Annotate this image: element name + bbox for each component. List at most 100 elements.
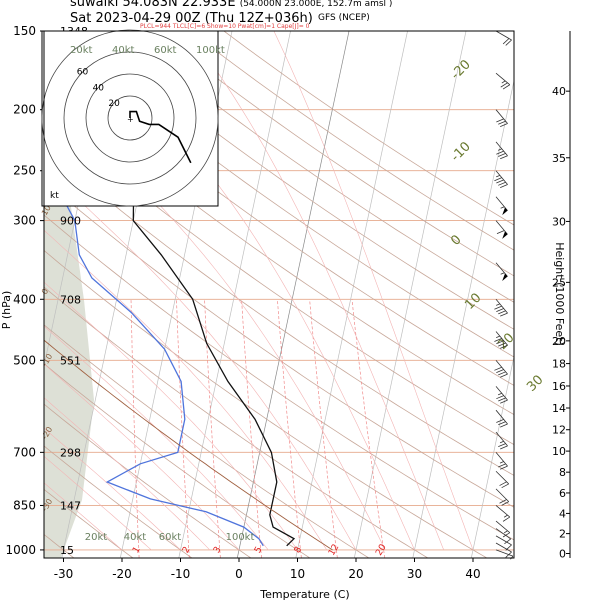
isotherm-line (353, 31, 467, 558)
wind-barb-half (499, 440, 504, 444)
moist-adiabat (44, 167, 357, 551)
wind-barb-feather (496, 340, 504, 345)
dry-adiabat (44, 146, 514, 476)
wind-barb-feather (498, 463, 506, 468)
height-tick-label: 12 (552, 424, 566, 437)
height-label: 15 (60, 544, 74, 557)
isotherm-line (470, 354, 514, 558)
wind-barb-feather (499, 499, 507, 504)
wind-barb-feather (505, 551, 512, 558)
dry-adiabat (189, 31, 514, 251)
dry-adiabat (44, 445, 193, 558)
wind-barb (494, 360, 508, 378)
speed-label: 100kt (226, 532, 255, 543)
wind-barb-staff (495, 470, 510, 485)
wind-barb-staff (495, 528, 511, 540)
hodograph-ring-label: 40 (93, 83, 105, 93)
x-tick-label: -10 (171, 567, 191, 581)
x-tick-label: 20 (348, 567, 363, 581)
station-name: suwalki 54.083N 22.933E (70, 0, 236, 10)
mixing-ratio-label: 3 (212, 545, 224, 555)
mixing-ratio-label: 5 (253, 545, 265, 555)
wind-barb-feather (498, 397, 506, 402)
height-tick-label: 16 (552, 380, 566, 393)
p-tick-label: 700 (13, 445, 36, 459)
hodograph-unit: kt (50, 191, 59, 201)
height-tick-label: 18 (552, 358, 566, 371)
height-tick-label: 4 (559, 507, 566, 520)
height-tick-label: 0 (559, 548, 566, 561)
wind-barb-feather (502, 84, 511, 90)
wind-barb-feather (498, 443, 506, 448)
speed-label: 40kt (124, 532, 147, 543)
moist-adiabat (44, 427, 181, 551)
dry-adiabat (53, 31, 514, 358)
wind-barb-feather (498, 181, 506, 186)
mixing-ratio-label: 8 (293, 545, 305, 555)
p-tick-label: 400 (13, 292, 36, 306)
wind-barb-staff (495, 542, 512, 553)
wind-barb-half (497, 148, 502, 151)
wind-barb (495, 72, 511, 90)
height-label: 298 (60, 446, 81, 459)
wind-barb (495, 520, 511, 538)
wind-barb-staff (495, 488, 510, 502)
mixing-ratio-line (309, 299, 338, 558)
height-label: 551 (60, 354, 81, 367)
wind-barb-feather (500, 344, 508, 349)
plot-frame (43, 30, 515, 559)
wind-barb-feather (496, 150, 504, 155)
station-title: suwalki 54.083N 22.933E (54.000N 23.000E… (70, 0, 392, 9)
wind-barb-feather (501, 483, 509, 489)
wind-barb (495, 542, 512, 558)
dry-adiabat (44, 249, 488, 558)
wind-barb-feather (498, 342, 506, 347)
x-axis-label: Temperature (C) (259, 588, 349, 600)
wind-barb (495, 262, 508, 282)
height-label: 708 (60, 293, 81, 306)
x-tick-label: 30 (407, 567, 422, 581)
indices-line: PLCL=944 TLCL[C]=6 Show=10 Pwat[cm]=1 Ca… (140, 23, 310, 30)
dry-adiabat (155, 31, 514, 277)
height-tick-label: 35 (552, 152, 566, 165)
wind-barb-half (497, 392, 502, 396)
x-tick-label: 40 (465, 567, 480, 581)
wind-barb (495, 30, 512, 46)
moist-adiabat (273, 31, 474, 551)
moist-adiabat (80, 31, 415, 551)
hodograph-ring (63, 51, 197, 185)
dry-adiabat (44, 180, 514, 508)
mixing-ratio-line (204, 299, 221, 558)
wind-barb-feather (498, 421, 506, 426)
wind-barb-feather (498, 120, 506, 125)
wind-barb-feather (500, 82, 508, 88)
moist-adiabat (44, 363, 240, 551)
p-tick-label: 500 (13, 353, 36, 367)
hodograph-speed-label: 20kt (70, 45, 93, 56)
x-tick-label: 0 (235, 567, 243, 581)
p-tick-label: 850 (13, 498, 36, 512)
hodograph-trace (129, 110, 192, 164)
wind-barb-flag (502, 273, 508, 282)
dry-adiabat (44, 214, 514, 541)
height-label: 147 (60, 499, 81, 512)
wind-barb-feather (500, 155, 508, 160)
x-tick-label: -20 (112, 567, 132, 581)
wind-barb (494, 331, 508, 349)
moist-adiabat (44, 325, 269, 551)
wind-barb-half (501, 80, 506, 84)
wind-barb (495, 488, 510, 506)
wind-barb-half (496, 174, 501, 178)
wind-barb-feather (494, 366, 502, 371)
dry-adiabat (121, 31, 514, 303)
dry-adiabat (44, 51, 514, 386)
wind-barb (495, 386, 508, 404)
isotherm-line (412, 78, 514, 558)
height-tick-label: 30 (552, 215, 566, 228)
moist-adiabat (44, 455, 152, 551)
wind-barb-feather (500, 312, 508, 317)
wind-barb-feather (496, 419, 504, 423)
hodograph-speed-label: 40kt (112, 45, 135, 56)
wind-barb-feather (496, 369, 504, 373)
dry-adiabat (44, 403, 252, 558)
